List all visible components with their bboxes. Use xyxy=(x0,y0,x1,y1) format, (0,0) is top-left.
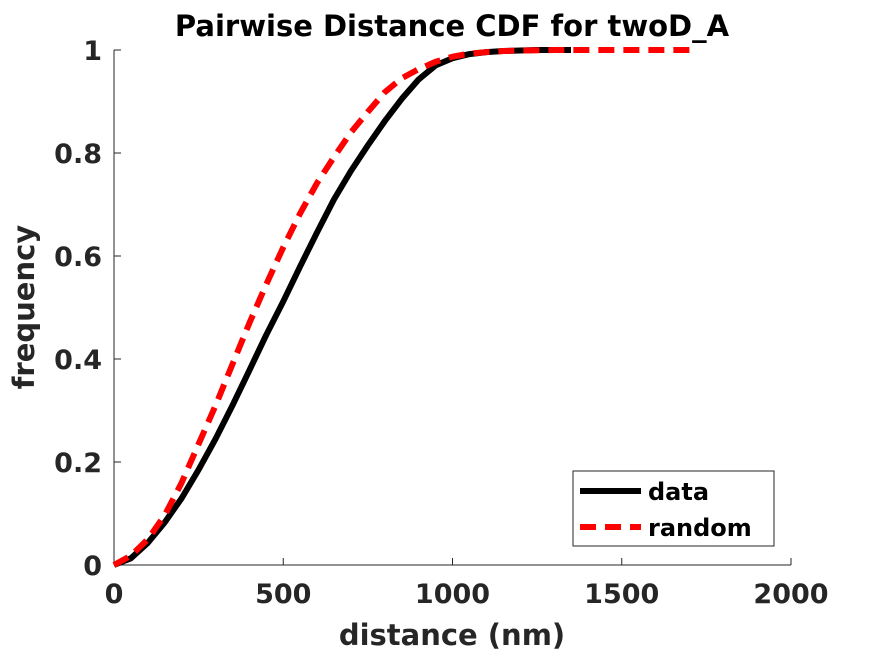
y-tick-label: 1 xyxy=(83,36,102,67)
chart-title: Pairwise Distance CDF for twoD_A xyxy=(175,9,730,43)
y-tick-label: 0 xyxy=(83,551,102,582)
y-tick-label: 0.2 xyxy=(54,448,102,479)
x-tick-label: 0 xyxy=(105,579,124,610)
x-tick-label: 2000 xyxy=(753,579,828,610)
legend-box xyxy=(572,470,775,547)
y-tick-label: 0.8 xyxy=(54,139,102,170)
legend-label-data: data xyxy=(648,478,709,506)
x-axis-label: distance (nm) xyxy=(339,618,565,652)
y-axis-label: frequency xyxy=(7,225,41,389)
series-line-data xyxy=(112,47,571,568)
y-tick-label: 0.6 xyxy=(54,242,102,273)
x-ticks: 0 500 1000 1500 2000 xyxy=(105,558,829,610)
series-line-random xyxy=(112,47,690,568)
legend-label-random: random xyxy=(648,514,752,542)
legend: data random xyxy=(572,470,775,547)
y-ticks: 0 0.2 0.4 0.6 0.8 1 xyxy=(54,36,121,582)
y-tick-label: 0.4 xyxy=(54,345,102,376)
x-tick-label: 500 xyxy=(255,579,311,610)
series-layer xyxy=(112,47,690,568)
x-tick-label: 1500 xyxy=(584,579,659,610)
x-tick-label: 1000 xyxy=(415,579,490,610)
